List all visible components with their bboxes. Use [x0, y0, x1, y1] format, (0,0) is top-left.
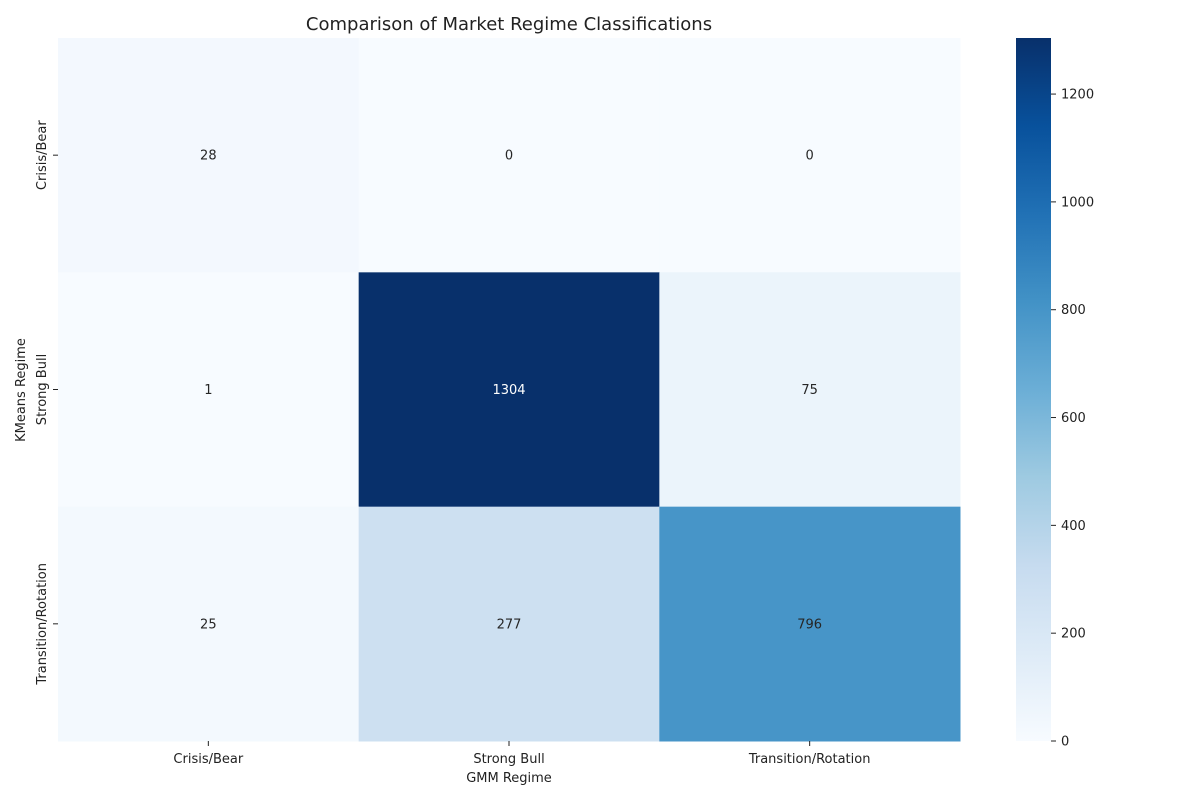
colorbar-tick-label: 0: [1061, 735, 1069, 750]
colorbar-tick-label: 800: [1061, 303, 1086, 318]
heatmap-cell: [659, 272, 961, 508]
cell-value-label: 1304: [492, 383, 525, 398]
colorbar-tick-label: 1000: [1061, 195, 1094, 210]
x-tick-label: Crisis/Bear: [173, 752, 243, 767]
x-tick-label: Transition/Rotation: [748, 752, 871, 767]
cell-value-label: 75: [801, 383, 818, 398]
heatmap-cell: [358, 506, 660, 742]
heatmap-cells: 28 0 0 1 1304 75 25 277 796: [58, 38, 961, 742]
y-tick-label: Transition/Rotation: [35, 563, 50, 686]
cell-value-label: 28: [200, 149, 217, 164]
heatmap-cell: [659, 506, 961, 742]
cell-value-label: 0: [505, 149, 513, 164]
colorbar-ticks: 0 200 400 600 800 1000 1200: [1051, 88, 1094, 750]
heatmap-cell: [358, 272, 660, 508]
heatmap-cell: [659, 38, 961, 273]
cell-value-label: 0: [806, 149, 814, 164]
x-tick-label: Strong Bull: [473, 752, 544, 767]
y-axis-label: KMeans Regime: [14, 338, 29, 442]
x-axis: Crisis/Bear Strong Bull Transition/Rotatio…: [173, 741, 870, 767]
y-axis: Crisis/Bear Strong Bull Transition/Rotatio…: [35, 120, 58, 686]
heatmap-cell: [358, 38, 660, 273]
colorbar: [1016, 38, 1051, 741]
heatmap-cell: [58, 272, 360, 508]
x-axis-label: GMM Regime: [466, 771, 552, 786]
y-tick-label: Crisis/Bear: [35, 120, 50, 190]
colorbar-tick-label: 200: [1061, 627, 1086, 642]
colorbar-tick-label: 400: [1061, 519, 1086, 534]
cell-value-label: 25: [200, 617, 217, 632]
colorbar-tick-label: 600: [1061, 411, 1086, 426]
heatmap-cell: [58, 38, 360, 273]
y-tick-label: Strong Bull: [35, 354, 50, 425]
cell-value-label: 277: [497, 617, 522, 632]
colorbar-tick-label: 1200: [1061, 88, 1094, 103]
heatmap-cell: [58, 506, 360, 742]
cell-value-label: 796: [797, 617, 822, 632]
chart-title: Comparison of Market Regime Classificati…: [306, 14, 712, 35]
cell-value-label: 1: [204, 383, 212, 398]
